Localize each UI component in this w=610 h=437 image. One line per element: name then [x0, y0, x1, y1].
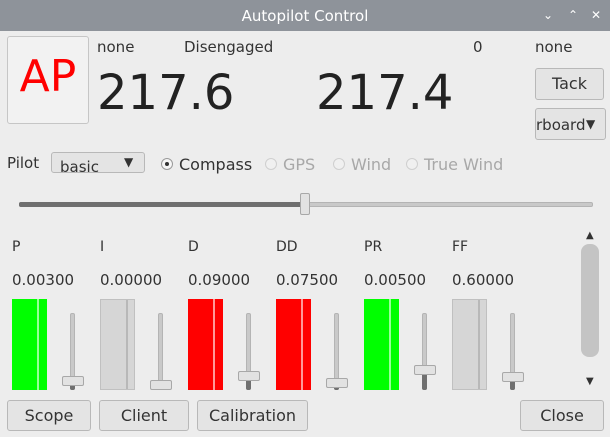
title-bar: Autopilot Control ⌄ ⌃ ✕: [0, 0, 610, 31]
calibration-button[interactable]: Calibration: [197, 400, 308, 431]
radio-true-wind[interactable]: [406, 158, 418, 170]
gains-scrollbar-thumb[interactable]: [581, 244, 599, 357]
gain-name: D: [188, 239, 199, 255]
pilot-select[interactable]: basic ▼: [51, 152, 145, 173]
mode-status: none: [97, 38, 135, 56]
radio-wind-label: Wind: [351, 155, 392, 174]
gain-meter: [276, 299, 311, 390]
gain-value: 0.00300: [12, 271, 75, 289]
gain-slider-handle[interactable]: [326, 377, 348, 388]
gain-name: DD: [276, 239, 298, 255]
gain-slider-handle[interactable]: [150, 380, 172, 390]
gain-slider-handle[interactable]: [238, 370, 260, 381]
radio-true-wind-label: True Wind: [424, 155, 504, 174]
chevron-up-icon[interactable]: ⌃: [567, 8, 579, 22]
gain-slider-handle[interactable]: [62, 376, 84, 387]
client-button[interactable]: Client: [99, 400, 189, 431]
gain-meter: [188, 299, 223, 390]
counter-value: 0: [473, 38, 483, 56]
tack-direction-value: rboard: [536, 116, 586, 134]
radio-compass-label: Compass: [179, 155, 253, 174]
gain-slider-fill: [246, 375, 251, 390]
heading-readout: 217.6: [97, 65, 235, 121]
heading-slider-handle[interactable]: [300, 193, 310, 215]
gain-name: P: [12, 239, 21, 255]
gain-value: 0.00000: [100, 271, 163, 289]
radio-wind[interactable]: [333, 158, 345, 170]
gain-name: I: [100, 239, 105, 255]
dropdown-arrow-icon: ▼: [586, 117, 596, 131]
window-title: Autopilot Control: [241, 7, 369, 25]
gain-value: 0.00500: [364, 271, 427, 289]
gain-value: 0.60000: [452, 271, 515, 289]
gain-slider[interactable]: [158, 313, 163, 390]
gain-meter: [452, 299, 487, 390]
gain-meter: [100, 299, 135, 390]
heading-slider-fill: [19, 202, 306, 207]
gain-slider-handle[interactable]: [414, 364, 436, 375]
radio-gps-label: GPS: [283, 155, 316, 174]
gain-slider-fill: [510, 377, 515, 390]
dropdown-arrow-icon: ▼: [124, 155, 134, 169]
tack-button[interactable]: Tack: [535, 68, 604, 100]
gain-meter: [364, 299, 399, 390]
gain-value: 0.09000: [188, 271, 251, 289]
ap-button[interactable]: AP: [7, 36, 89, 124]
gain-value: 0.07500: [276, 271, 339, 289]
pilot-label: Pilot: [7, 154, 40, 172]
scroll-down-icon[interactable]: ▼: [586, 376, 594, 387]
gain-meter: [12, 299, 47, 390]
pilot-select-value: basic: [60, 158, 99, 173]
autopilot-panel: AP none Disengaged 0 none 217.6 217.4 Ta…: [0, 31, 610, 437]
close-button[interactable]: Close: [520, 400, 604, 431]
radio-gps[interactable]: [265, 158, 277, 170]
gain-name: PR: [364, 239, 383, 255]
gain-name: FF: [452, 239, 469, 255]
command-readout: 217.4: [316, 65, 454, 121]
gain-slider-handle[interactable]: [502, 372, 524, 383]
engage-status: Disengaged: [184, 38, 274, 56]
radio-compass[interactable]: [161, 158, 173, 170]
tack-status: none: [535, 38, 573, 56]
chevron-down-icon[interactable]: ⌄: [542, 8, 554, 22]
close-icon[interactable]: ✕: [590, 8, 602, 22]
scope-button[interactable]: Scope: [7, 400, 91, 431]
scroll-up-icon[interactable]: ▲: [586, 230, 594, 241]
tack-direction-select[interactable]: rboard ▼: [535, 108, 606, 140]
gain-slider-fill: [422, 369, 427, 390]
